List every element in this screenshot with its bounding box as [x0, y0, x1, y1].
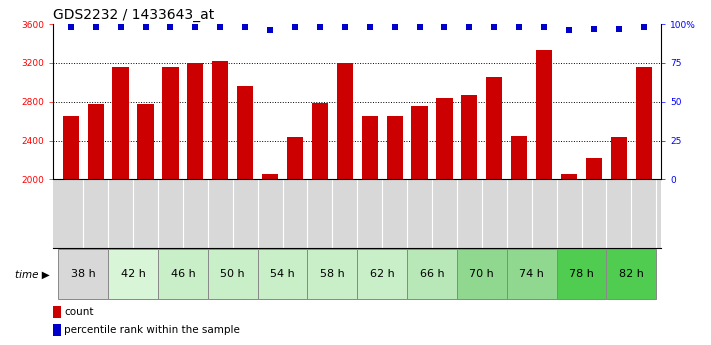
Bar	[636, 67, 652, 179]
Bar	[53, 306, 61, 318]
Bar	[337, 63, 353, 179]
Bar	[412, 106, 427, 179]
Text: time ▶: time ▶	[15, 269, 50, 279]
FancyBboxPatch shape	[407, 249, 457, 299]
Bar	[137, 104, 154, 179]
Point	[314, 24, 326, 30]
Bar	[561, 174, 577, 179]
Bar	[511, 136, 528, 179]
Bar	[437, 98, 453, 179]
Point	[488, 24, 500, 30]
Point	[439, 24, 450, 30]
Bar	[586, 158, 602, 179]
Point	[538, 24, 550, 30]
Text: percentile rank within the sample: percentile rank within the sample	[64, 325, 240, 335]
FancyBboxPatch shape	[257, 249, 307, 299]
Text: GDS2232 / 1433643_at: GDS2232 / 1433643_at	[53, 8, 215, 22]
Point	[414, 24, 425, 30]
Bar	[536, 50, 552, 179]
Bar	[187, 63, 203, 179]
Bar	[461, 95, 478, 179]
Point	[364, 24, 375, 30]
Point	[115, 24, 127, 30]
Point	[190, 24, 201, 30]
Text: 82 h: 82 h	[619, 269, 643, 279]
Bar	[53, 324, 61, 336]
FancyBboxPatch shape	[108, 249, 158, 299]
Bar	[486, 77, 503, 179]
Bar	[611, 137, 627, 179]
Point	[339, 24, 351, 30]
FancyBboxPatch shape	[507, 249, 557, 299]
Bar	[162, 67, 178, 179]
Point	[289, 24, 301, 30]
Point	[464, 24, 475, 30]
Point	[563, 28, 574, 33]
Bar	[312, 103, 328, 179]
FancyBboxPatch shape	[208, 249, 257, 299]
Bar	[63, 116, 79, 179]
Text: count: count	[64, 307, 93, 316]
Bar	[237, 86, 253, 179]
FancyBboxPatch shape	[457, 249, 507, 299]
Bar	[362, 116, 378, 179]
Point	[240, 24, 251, 30]
Point	[264, 28, 276, 33]
Point	[513, 24, 525, 30]
Text: 50 h: 50 h	[220, 269, 245, 279]
Point	[140, 24, 151, 30]
Text: 62 h: 62 h	[370, 269, 395, 279]
Text: 46 h: 46 h	[171, 269, 196, 279]
Point	[389, 24, 400, 30]
Text: 58 h: 58 h	[320, 269, 345, 279]
Point	[638, 24, 649, 30]
Point	[90, 24, 102, 30]
Text: 74 h: 74 h	[519, 269, 544, 279]
Point	[65, 24, 77, 30]
Point	[588, 26, 599, 32]
FancyBboxPatch shape	[358, 249, 407, 299]
Text: 54 h: 54 h	[270, 269, 295, 279]
Text: 70 h: 70 h	[469, 269, 494, 279]
Bar	[87, 104, 104, 179]
Point	[215, 24, 226, 30]
Text: 78 h: 78 h	[569, 269, 594, 279]
Text: 66 h: 66 h	[419, 269, 444, 279]
Point	[165, 24, 176, 30]
Text: 38 h: 38 h	[71, 269, 95, 279]
Point	[613, 26, 624, 32]
Bar	[212, 61, 228, 179]
FancyBboxPatch shape	[158, 249, 208, 299]
Bar	[112, 67, 129, 179]
FancyBboxPatch shape	[58, 249, 108, 299]
FancyBboxPatch shape	[307, 249, 358, 299]
Bar	[287, 137, 303, 179]
FancyBboxPatch shape	[557, 249, 606, 299]
Bar	[387, 116, 402, 179]
FancyBboxPatch shape	[606, 249, 656, 299]
Text: 42 h: 42 h	[121, 269, 146, 279]
Bar	[262, 174, 278, 179]
